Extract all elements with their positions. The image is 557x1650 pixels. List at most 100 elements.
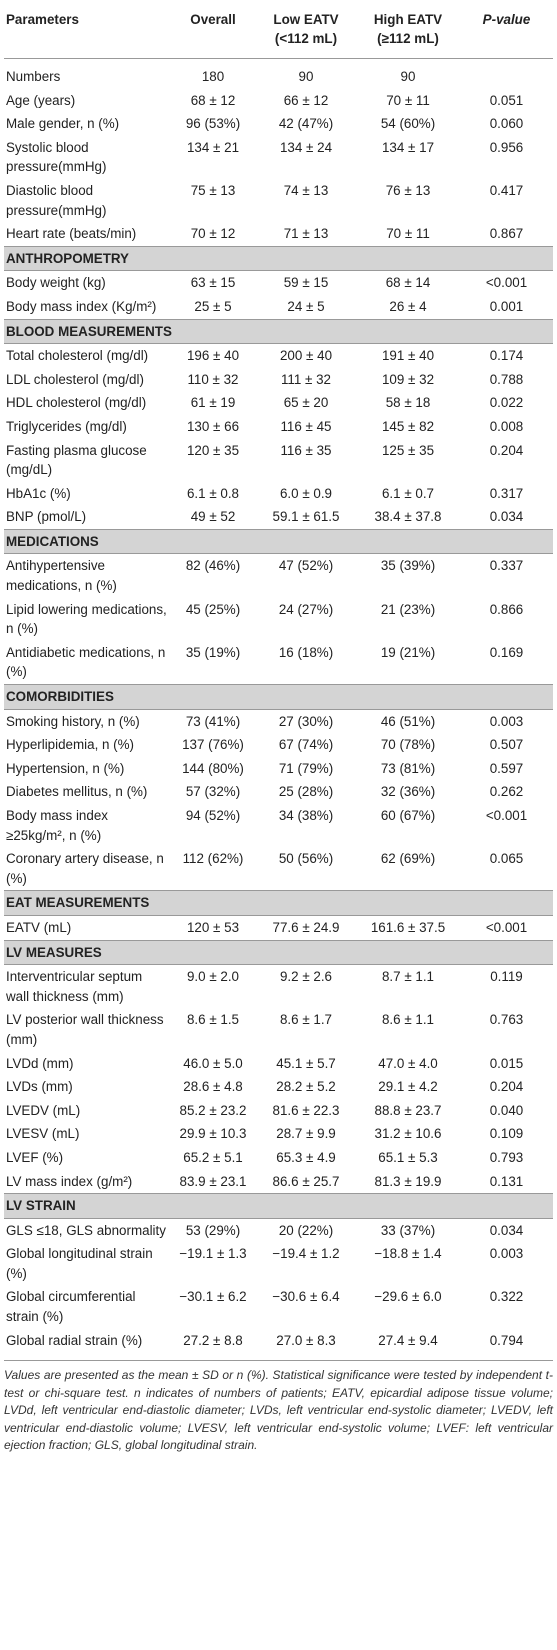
row-label: LDL cholesterol (mg/dl) [6, 371, 144, 387]
cell: 81.6 ± 22.3 [272, 1102, 340, 1118]
data-row: Antihypertensive medications, n (%) 82 (4… [4, 554, 553, 598]
data-row: LVDd (mm) 46.0 ± 5.0 45.1 ± 5.7 47.0 ± 4.0 0… [4, 1052, 553, 1076]
cell: 0.317 [489, 485, 524, 501]
header-line: (<112 mL) [274, 31, 338, 46]
row-label: LVDs (mm) [6, 1079, 73, 1095]
cell: 77.6 ± 24.9 [272, 919, 340, 935]
cell: 68 ± 14 [385, 275, 431, 291]
data-row: Body weight (kg) 63 ± 15 59 ± 15 68 ± 14 <0.… [4, 271, 553, 295]
cell: 6.1 ± 0.7 [381, 485, 435, 501]
data-row: Numbers 180 90 90 [4, 59, 553, 89]
data-row: Coronary artery disease, n (%) 112 (62%) 5… [4, 847, 553, 891]
data-row: EATV (mL) 120 ± 53 77.6 ± 24.9 161.6 ± 37.5… [4, 915, 553, 940]
data-row: HDL cholesterol (mg/dl) 61 ± 19 65 ± 20 58 … [4, 391, 553, 415]
data-row: Global circumferential strain (%) −30.1 ±… [4, 1285, 553, 1328]
section-row: LV MEASURES [4, 939, 553, 966]
data-row: Antidiabetic medications, n (%) 35 (19%) 1… [4, 641, 553, 685]
cell: 27.2 ± 8.8 [183, 1332, 243, 1348]
cell: 29.1 ± 4.2 [378, 1079, 438, 1095]
cell: −19.4 ± 1.2 [272, 1246, 340, 1262]
data-row: Total cholesterol (mg/dl) 196 ± 40 200 ± 4… [4, 344, 553, 368]
cell: 46.0 ± 5.0 [183, 1055, 243, 1071]
cell: 66 ± 12 [283, 92, 329, 108]
cell: 32 (36%) [380, 784, 436, 800]
cell: 24 (27%) [278, 601, 334, 617]
section-title: LV MEASURES [4, 939, 553, 966]
cell: 0.051 [489, 92, 524, 108]
data-row: Smoking history, n (%) 73 (41%) 27 (30%) 46… [4, 709, 553, 733]
data-row: LVEF (%) 65.2 ± 5.1 65.3 ± 4.9 65.1 ± 5.3 0.… [4, 1146, 553, 1170]
cell: 8.6 ± 1.5 [186, 1012, 240, 1028]
cell: 0.109 [489, 1126, 524, 1142]
column-header: Low EATV (<112 mL) [256, 0, 356, 59]
cell: 24 ± 5 [287, 298, 325, 314]
row-label: Lipid lowering medications, n (%) [6, 601, 167, 637]
cell: 65.3 ± 4.9 [276, 1149, 336, 1165]
row-label: LVEDV (mL) [6, 1102, 81, 1118]
cell: 59 ± 15 [283, 275, 329, 291]
cell: 28.7 ± 9.9 [276, 1126, 336, 1142]
row-label: LV mass index (g/m²) [6, 1173, 133, 1189]
cell: −19.1 ± 1.3 [179, 1246, 247, 1262]
cell: 46 (51%) [380, 713, 436, 729]
cell: 9.2 ± 2.6 [279, 969, 333, 985]
cell: 116 ± 35 [280, 442, 332, 458]
cell: 75 ± 13 [190, 182, 236, 198]
header-line: Overall [190, 12, 236, 27]
cell: 70 (78%) [380, 737, 436, 753]
cell: 196 ± 40 [186, 348, 240, 364]
cell: 200 ± 40 [279, 348, 333, 364]
cell: 70 ± 11 [386, 226, 430, 242]
cell: 61 ± 19 [190, 395, 236, 411]
cell: 0.003 [489, 713, 524, 729]
cell: 53 (29%) [185, 1222, 241, 1238]
row-label: Male gender, n (%) [6, 116, 120, 132]
section-title: EAT MEASUREMENTS [4, 890, 553, 916]
cell: 35 (39%) [380, 558, 436, 574]
cell: 8.6 ± 1.7 [279, 1012, 333, 1028]
row-label: Fasting plasma glucose (mg/dL) [6, 442, 147, 478]
cell: 70 ± 12 [190, 226, 236, 242]
cell: 0.793 [489, 1149, 524, 1165]
cell: 34 (38%) [278, 808, 334, 823]
cell: 180 [201, 69, 225, 84]
cell: −30.6 ± 6.4 [272, 1289, 340, 1305]
header-line: Low EATV [273, 12, 339, 27]
cell: 0.065 [489, 851, 524, 867]
section-title: ANTHROPOMETRY [4, 245, 553, 272]
cell: 0.204 [489, 442, 524, 458]
cell [460, 59, 553, 89]
cell: 58 ± 18 [385, 395, 431, 411]
data-row: LV posterior wall thickness (mm) 8.6 ± 1.… [4, 1008, 553, 1051]
cell: 63 ± 15 [190, 275, 236, 291]
cell: 25 ± 5 [194, 298, 232, 314]
cell: <0.001 [485, 808, 528, 823]
row-label: Smoking history, n (%) [6, 713, 140, 729]
cell: −18.8 ± 1.4 [374, 1246, 442, 1262]
cell: 161.6 ± 37.5 [370, 919, 446, 935]
cell: 27.0 ± 8.3 [276, 1332, 336, 1348]
header-line: P-value [482, 12, 531, 27]
cell: <0.001 [485, 275, 528, 291]
header-line: Parameters [6, 12, 79, 27]
row-label: LV posterior wall thickness (mm) [6, 1012, 164, 1047]
row-label: EATV (mL) [6, 919, 72, 935]
cell: 0.322 [489, 1289, 524, 1305]
cell: 47 (52%) [278, 558, 334, 574]
row-label: Body mass index (Kg/m²) [6, 298, 157, 314]
data-row: LDL cholesterol (mg/dl) 110 ± 32 111 ± 32 1… [4, 368, 553, 392]
cell: 120 ± 53 [186, 919, 240, 935]
cell: 42 (47%) [278, 116, 334, 132]
cell: 137 (76%) [182, 737, 244, 753]
section-title: BLOOD MEASUREMENTS [4, 318, 553, 345]
cell: 85.2 ± 23.2 [179, 1102, 247, 1118]
section-row: ANTHROPOMETRY [4, 245, 553, 272]
cell: 134 ± 24 [279, 139, 333, 155]
cell: 0.060 [489, 116, 524, 132]
cell: −30.1 ± 6.2 [179, 1289, 247, 1305]
data-row: Body mass index (Kg/m²) 25 ± 5 24 ± 5 26 ± … [4, 295, 553, 319]
data-row: LVEDV (mL) 85.2 ± 23.2 81.6 ± 22.3 88.8 ± 2… [4, 1099, 553, 1123]
cell: 0.131 [489, 1173, 524, 1189]
data-row: Triglycerides (mg/dl) 130 ± 66 116 ± 45 145… [4, 415, 553, 439]
row-label: Antihypertensive medications, n (%) [6, 558, 117, 594]
